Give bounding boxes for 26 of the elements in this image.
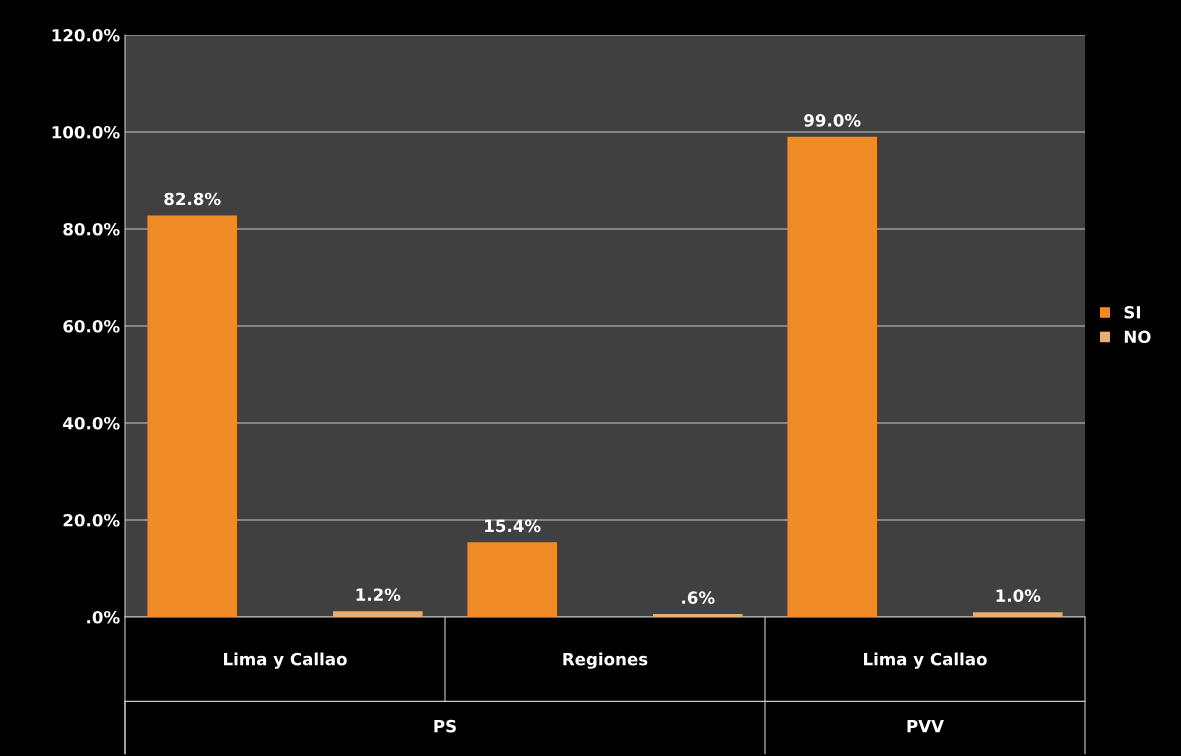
y-tick-label: 20.0% [63, 513, 120, 527]
data-label: 1.0% [996, 589, 1041, 602]
y-tick-label: 120.0% [52, 28, 120, 42]
y-tick-label: 60.0% [63, 319, 120, 333]
x-tick-label: Regiones [563, 652, 648, 669]
bar [467, 542, 557, 617]
data-label: 15.4% [485, 519, 541, 533]
bar [147, 215, 237, 617]
legend-label: SI [1124, 306, 1140, 319]
text: PVV [907, 720, 944, 733]
data-label: 99.0% [804, 114, 861, 127]
bar [787, 136, 877, 617]
y-tick-label: 100.0% [52, 125, 120, 139]
legend-label: NO [1124, 330, 1151, 344]
data-label: .6% [682, 591, 715, 604]
y-tick-label: 40.0% [63, 416, 120, 430]
data-label: 82.8% [164, 192, 221, 206]
y-tick-label: 80.0% [63, 222, 120, 236]
bar [973, 612, 1063, 617]
y-tick-label: .0% [87, 610, 120, 624]
text: PS [434, 719, 456, 733]
bar [333, 611, 423, 617]
bar [653, 614, 743, 617]
data-label: 1.2% [356, 588, 401, 602]
x-tick-label: Lima y Callao [224, 652, 347, 669]
x-tick-label: Lima y Callao [864, 652, 987, 669]
